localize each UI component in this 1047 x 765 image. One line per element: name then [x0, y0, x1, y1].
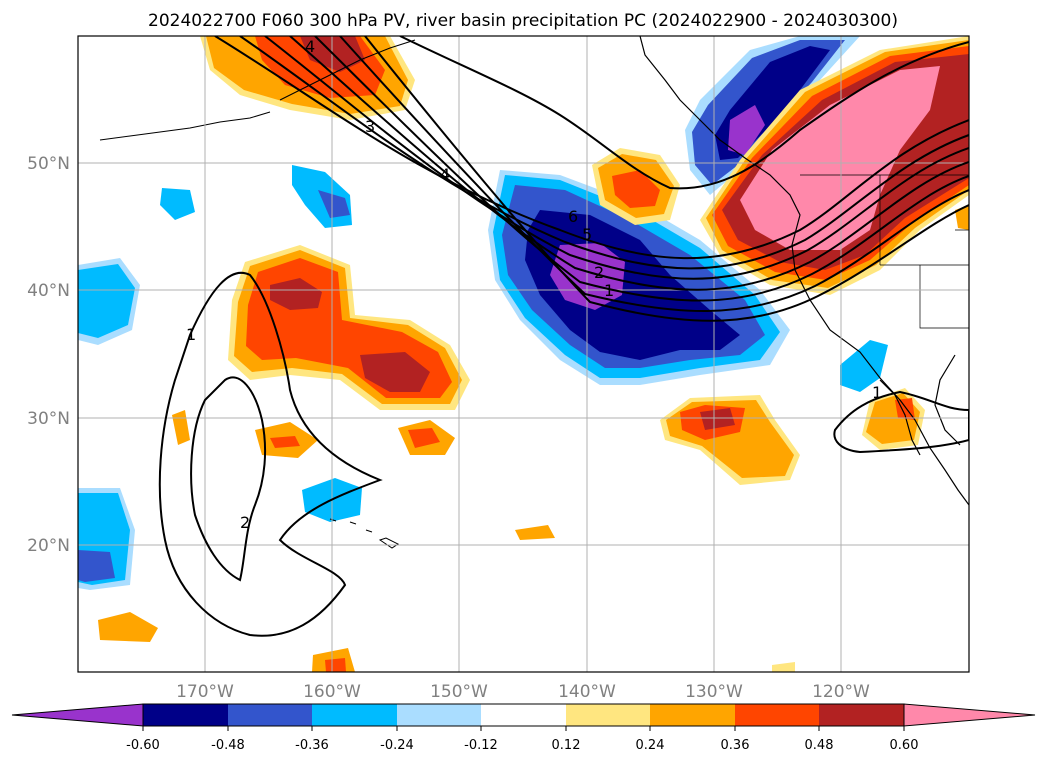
neg-anomaly-small-2: [160, 188, 195, 220]
colorbar-extend-low: [11, 703, 144, 727]
pos-anomaly-central-darkred: [270, 278, 322, 310]
colorbar-segment: [566, 704, 650, 726]
pv-contour-se: [833, 390, 969, 454]
pos-anomaly-small-7: [772, 662, 795, 672]
lon-tick-label: 150°W: [430, 682, 488, 702]
neg-anomaly-small-1-core: [318, 190, 350, 218]
precip-fields: [78, 36, 969, 672]
colorbar-label: -0.48: [211, 738, 245, 753]
colorbar-label: -0.12: [464, 738, 498, 753]
contour-label: 3: [365, 117, 375, 136]
gulf-of-california: [934, 354, 961, 446]
aleutian-chain: [99, 111, 271, 141]
colorbar-segment: [143, 704, 228, 726]
pos-anomaly-small-4: [98, 612, 158, 642]
colorbar-label: 0.12: [552, 738, 581, 753]
gridlines: [78, 36, 969, 672]
colorbar-label: 0.48: [805, 738, 834, 753]
lat-tick-label: 50°N: [27, 154, 70, 174]
colorbar-label: -0.24: [380, 738, 414, 753]
baja-peninsula: [879, 379, 921, 456]
pv-contour-subtropical: [158, 271, 383, 637]
colorbar-label: 0.36: [721, 738, 750, 753]
pv-contour: [289, 36, 969, 291]
hawaii-islands: [329, 518, 399, 549]
pos-anomaly-offshore-red: [612, 170, 660, 208]
colorbar: -0.60 -0.48 -0.36 -0.24 -0.12 0.12 0.24 …: [11, 703, 1036, 753]
colorbar-segment: [650, 704, 735, 726]
pos-anomaly-small-5: [515, 525, 555, 540]
contour-label: 1: [186, 325, 196, 344]
contour-label: 4: [305, 37, 315, 56]
state-borders: [879, 175, 969, 329]
lat-tick-label: 30°N: [27, 409, 70, 429]
neg-anomaly-southwest-max: [78, 550, 115, 582]
pv-contour-subtropical-inner: [190, 376, 267, 582]
pos-anomaly-small-1-red: [270, 436, 300, 448]
colorbar-segment: [228, 704, 312, 726]
figure-title: 2024022700 F060 300 hPa PV, river basin …: [148, 11, 898, 31]
pv-contour: [214, 36, 969, 260]
pos-anomaly-se-darkred: [700, 408, 735, 430]
contour-label: 6: [568, 207, 578, 226]
lon-tick-label: 140°W: [558, 682, 616, 702]
colorbar-extend-high: [903, 703, 1036, 727]
colorbar-segment: [735, 704, 819, 726]
pv-contour-outer-ridge: [399, 36, 969, 190]
lat-tick-labels: 50°N 40°N 30°N 20°N: [27, 154, 70, 556]
colorbar-frame: [142, 703, 905, 727]
lon-tick-label: 120°W: [812, 682, 870, 702]
lat-tick-label: 20°N: [27, 536, 70, 556]
contour-label: 4: [440, 165, 450, 184]
contour-label: 1: [872, 383, 882, 402]
colorbar-segment: [481, 704, 566, 726]
colorbar-ticks: [142, 726, 905, 731]
pos-anomaly-small-2-red: [408, 428, 440, 448]
pos-anomaly-west-us-pink: [740, 66, 940, 250]
pos-anomaly-baja-red: [895, 398, 915, 420]
colorbar-label: 0.60: [890, 738, 919, 753]
colorbar-segment: [397, 704, 481, 726]
pos-anomaly-small-6-red: [325, 658, 346, 672]
lon-tick-label: 160°W: [303, 682, 361, 702]
lon-tick-labels: 170°W 160°W 150°W 140°W 130°W 120°W: [176, 682, 870, 702]
contour-label: 1: [604, 281, 614, 300]
neg-anomaly-west-edge-core: [78, 264, 135, 338]
pos-anomaly-central-darkred-2: [360, 352, 430, 392]
pv-contour: [239, 36, 969, 270]
colorbar-label: 0.24: [636, 738, 665, 753]
map-frame: [77, 35, 970, 673]
lat-tick-label: 40°N: [27, 281, 70, 301]
pv-contours: [158, 36, 969, 637]
alaska-peninsula: [279, 39, 416, 101]
lon-tick-label: 170°W: [176, 682, 234, 702]
pos-anomaly-small-3: [172, 410, 190, 445]
colorbar-labels: -0.60 -0.48 -0.36 -0.24 -0.12 0.12 0.24 …: [126, 738, 918, 753]
map-panel: 4 3 4 6 5 2 1 1 2 1 170°W 160°W 150°W 14…: [27, 35, 970, 702]
neg-anomaly-baja: [840, 340, 888, 392]
pv-contour: [264, 36, 969, 280]
contour-labels: 4 3 4 6 5 2 1 1 2 1: [186, 37, 882, 532]
pv-contour: [364, 36, 969, 322]
colorbar-label: -0.60: [126, 738, 160, 753]
lon-tick-label: 130°W: [685, 682, 743, 702]
colorbar-segment: [819, 704, 904, 726]
pv-contour: [314, 36, 969, 302]
contour-label: 2: [240, 513, 250, 532]
contour-label: 2: [594, 263, 604, 282]
colorbar-segment: [312, 704, 397, 726]
pv-contour: [339, 36, 969, 312]
contour-label: 5: [582, 225, 592, 244]
colorbar-label: -0.36: [295, 738, 329, 753]
neg-anomaly-coast-max: [728, 105, 765, 155]
